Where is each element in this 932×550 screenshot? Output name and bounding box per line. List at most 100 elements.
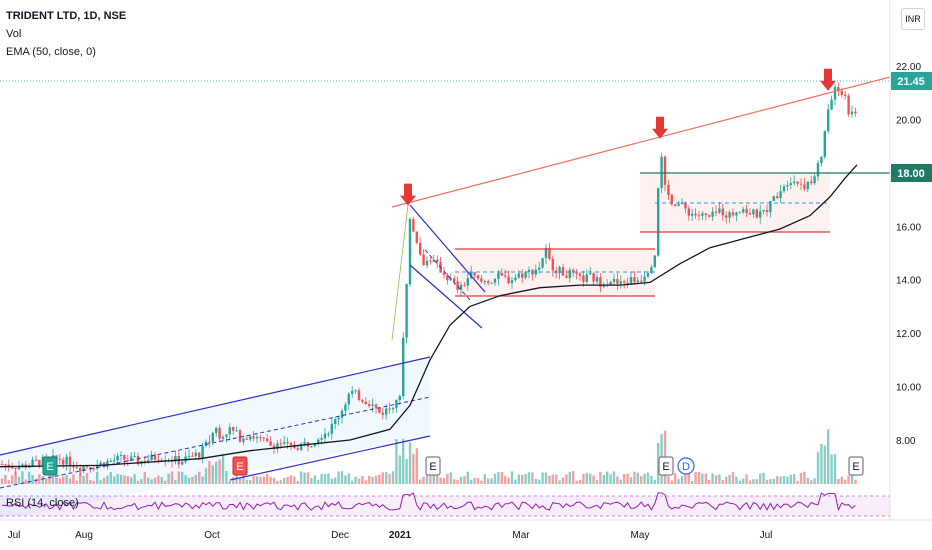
volume-bar [191, 477, 194, 484]
candle-body [456, 281, 459, 290]
volume-bar [504, 475, 507, 484]
candle-body [388, 408, 391, 410]
candle-body [109, 460, 112, 462]
last-price-label: 21.45 [897, 76, 925, 88]
candle-body [691, 213, 694, 216]
volume-bar [82, 476, 85, 484]
candle-body [626, 282, 629, 284]
candle-body [79, 467, 82, 472]
candle-body [844, 94, 847, 96]
volume-bar [272, 477, 276, 484]
candle-body [578, 273, 582, 276]
candle-body [14, 468, 17, 470]
candle-body [436, 259, 439, 263]
candle-body [133, 456, 136, 458]
volume-bar [589, 473, 592, 484]
candle-body [633, 277, 636, 282]
candle-body [92, 468, 95, 470]
candle-body [150, 454, 153, 461]
candle-body [194, 452, 197, 456]
candle-body [89, 467, 92, 469]
ema-legend[interactable]: EMA (50, close, 0) [6, 46, 96, 58]
candle-body [245, 438, 248, 440]
candle-body [806, 181, 809, 190]
volume-bar [252, 475, 255, 484]
candle-body [595, 277, 599, 282]
candle-body [72, 466, 75, 468]
volume-legend[interactable]: Vol [6, 28, 22, 40]
earnings-badge[interactable]: D [677, 457, 695, 475]
earnings-badge[interactable]: E [425, 456, 441, 476]
earnings-badge[interactable]: E [232, 456, 248, 476]
candle-body [684, 202, 687, 209]
volume-bar [629, 477, 633, 484]
volume-bar [313, 475, 316, 484]
volume-bar [55, 477, 58, 484]
candle-body [847, 95, 850, 115]
candle-body [582, 275, 585, 282]
volume-bar [347, 473, 350, 484]
volume-bar [276, 480, 279, 484]
candle-body [337, 417, 340, 420]
candle-body [412, 219, 415, 232]
earnings-badge[interactable]: E [848, 456, 864, 476]
candle-body [242, 438, 245, 442]
volume-bar [687, 471, 690, 484]
volume-bar [813, 478, 816, 484]
candle-body [833, 87, 837, 100]
volume-bar [708, 479, 711, 484]
candle-body [317, 439, 320, 444]
candle-body [813, 176, 816, 184]
candle-body [674, 204, 677, 206]
candle-body [721, 208, 724, 216]
candle-body [215, 427, 218, 433]
candle-body [521, 273, 524, 278]
symbol-title[interactable]: TRIDENT LTD, 1D, NSE [6, 10, 127, 22]
volume-bar [378, 474, 381, 484]
time-axis[interactable]: Jul Aug Oct Dec 2021 Mar May Jul [8, 530, 773, 541]
candle-body [255, 436, 259, 439]
candle-body [776, 196, 779, 199]
x-tick-label: May [631, 530, 650, 541]
candle-body [473, 272, 476, 276]
candle-body [225, 434, 228, 437]
volume-bar [21, 471, 24, 484]
volume-bar [143, 471, 146, 484]
breakout-line [391, 204, 409, 341]
candle-body [204, 441, 208, 446]
candle-body [218, 427, 221, 439]
volume-bar [310, 478, 313, 484]
candle-body [592, 273, 595, 282]
y-tick-label: 22.00 [896, 62, 921, 73]
volume-bar [245, 479, 248, 484]
earnings-badge[interactable]: E [42, 456, 58, 476]
volume-bar [531, 472, 534, 484]
volume-bar [493, 473, 497, 484]
volume-bar [184, 475, 187, 484]
volume-bar [204, 468, 208, 484]
currency-button[interactable]: INR [901, 8, 925, 30]
volume-bar [759, 473, 762, 484]
earnings-badge[interactable]: E [658, 456, 674, 476]
candle-body [459, 284, 463, 290]
candle-body [130, 456, 133, 461]
volume-bar [126, 475, 129, 484]
volume-bar [402, 438, 405, 484]
volume-bar [480, 480, 483, 484]
volume-bar [232, 477, 235, 484]
candle-body [660, 156, 663, 189]
volume-bar [704, 473, 707, 484]
rsi-legend[interactable]: RSI (14, close) [6, 497, 79, 509]
candle-body [398, 396, 401, 400]
volume-bar [786, 476, 789, 484]
volume-bar [109, 472, 112, 484]
volume-bar [769, 479, 772, 484]
candle-body [279, 443, 282, 445]
volume-bar [466, 471, 469, 484]
level-18-label: 18.00 [897, 168, 925, 180]
candle-body [619, 281, 622, 284]
badge-letter: E [852, 461, 859, 473]
candle-body [221, 436, 225, 439]
